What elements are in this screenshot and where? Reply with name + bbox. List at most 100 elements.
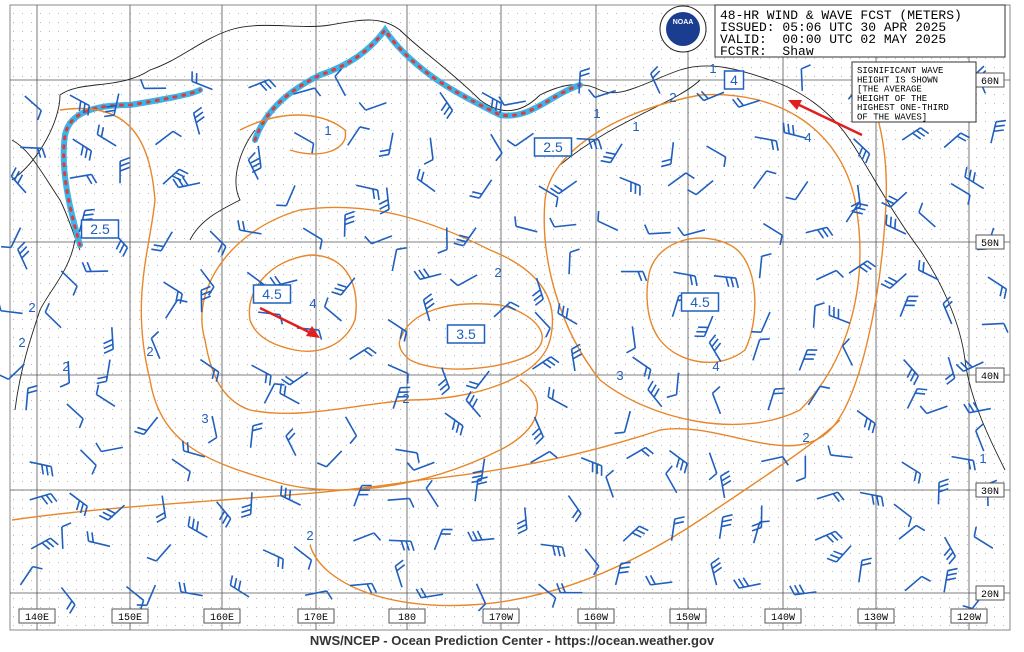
- wind-barb: [506, 132, 534, 147]
- barb-feather: [221, 514, 229, 525]
- barb-staff: [829, 314, 851, 325]
- lon-label-box: [388, 608, 426, 624]
- barb-staff: [416, 178, 436, 193]
- barb-feather: [195, 521, 200, 532]
- wind-barb: [178, 581, 203, 597]
- barb-staff: [413, 461, 435, 471]
- arrow: [794, 101, 863, 137]
- wind-barb: [364, 235, 393, 245]
- barb-staff: [475, 583, 487, 605]
- barb-staff: [576, 137, 599, 141]
- barb-staff: [670, 518, 676, 541]
- barb-feather: [1003, 288, 1008, 299]
- barb-feather: [396, 247, 407, 251]
- barb-staff: [349, 582, 372, 587]
- wind-barb: [974, 423, 985, 452]
- barb-feather: [468, 380, 480, 386]
- wind-barb: [79, 449, 97, 475]
- wind-barb: [955, 359, 984, 373]
- barb-feather: [920, 127, 930, 135]
- barb-feather: [793, 584, 801, 595]
- barb-feather: [59, 382, 70, 388]
- barb-feather: [211, 369, 216, 380]
- barb-feather: [252, 427, 263, 432]
- barb-staff: [848, 260, 868, 274]
- barb-feather: [281, 558, 284, 570]
- wind-barb: [29, 492, 58, 505]
- wind-barb: [60, 586, 76, 614]
- wind-barb: [937, 478, 949, 505]
- barb-staff: [981, 322, 1004, 326]
- wind-barb: [498, 96, 526, 106]
- barb-staff: [540, 543, 563, 548]
- wind-barb: [530, 450, 558, 464]
- wind-barbs: [0, 64, 1009, 614]
- barb-staff: [626, 446, 647, 460]
- wind-barb: [899, 295, 919, 318]
- barb-feather: [871, 423, 876, 434]
- wind-barb: [285, 428, 297, 457]
- wind-barb: [192, 106, 205, 135]
- wind-barb: [24, 95, 43, 121]
- barb-feather: [855, 206, 866, 211]
- barb-feather: [344, 215, 355, 221]
- barb-staff: [285, 435, 297, 457]
- barb-feather: [423, 158, 434, 165]
- barb-feather: [742, 577, 750, 587]
- wind-barb: [262, 549, 284, 570]
- barb-feather: [476, 530, 483, 541]
- barb-feather: [514, 216, 517, 227]
- latitude-label: 60N: [981, 77, 999, 88]
- wind-barb: [69, 492, 88, 517]
- wind-barb: [444, 412, 464, 436]
- barb-feather: [437, 378, 447, 387]
- wind-barb: [248, 78, 277, 92]
- barb-feather: [399, 328, 404, 339]
- barb-feather: [785, 196, 796, 201]
- barb-feather: [666, 393, 677, 399]
- barb-staff: [990, 121, 997, 144]
- barb-staff: [155, 130, 174, 146]
- barb-staff: [557, 312, 578, 325]
- barb-staff: [614, 563, 622, 586]
- barb-feather: [91, 465, 97, 475]
- barb-staff: [66, 403, 84, 420]
- barb-staff: [444, 412, 464, 427]
- barb-feather: [379, 148, 390, 153]
- barb-feather: [722, 514, 733, 518]
- barb-staff: [533, 416, 545, 438]
- wind-barb: [164, 299, 188, 319]
- barb-feather: [373, 532, 382, 541]
- barb-feather: [866, 260, 876, 268]
- wind-barb: [276, 185, 296, 207]
- barb-feather: [862, 262, 872, 271]
- barb-staff: [229, 584, 250, 598]
- barb-feather: [909, 371, 916, 382]
- barb-staff: [889, 273, 907, 289]
- wind-barb: [856, 409, 876, 434]
- wind-barb: [752, 338, 770, 361]
- barb-staff: [814, 530, 836, 541]
- wind-barb: [415, 587, 444, 599]
- barb-feather: [509, 301, 520, 308]
- barb-feather: [645, 575, 652, 586]
- barb-feather: [323, 297, 329, 308]
- lon-label-box: [18, 608, 56, 624]
- barb-feather: [471, 479, 482, 484]
- barb-feather: [713, 342, 722, 352]
- barb-feather: [721, 518, 733, 523]
- contour-label: 1: [709, 61, 716, 76]
- barb-staff: [60, 270, 78, 287]
- barb-feather: [560, 582, 566, 593]
- wind-barb: [731, 97, 761, 108]
- barb-feather: [86, 531, 90, 542]
- barb-staff: [61, 526, 64, 549]
- barb-feather: [284, 487, 287, 498]
- barb-staff: [710, 563, 718, 586]
- barb-feather: [770, 139, 775, 151]
- barb-feather: [884, 279, 894, 286]
- contour-label-box: [446, 324, 486, 344]
- barb-feather: [81, 261, 87, 272]
- wind-barb: [645, 575, 673, 586]
- barb-staff: [246, 271, 266, 287]
